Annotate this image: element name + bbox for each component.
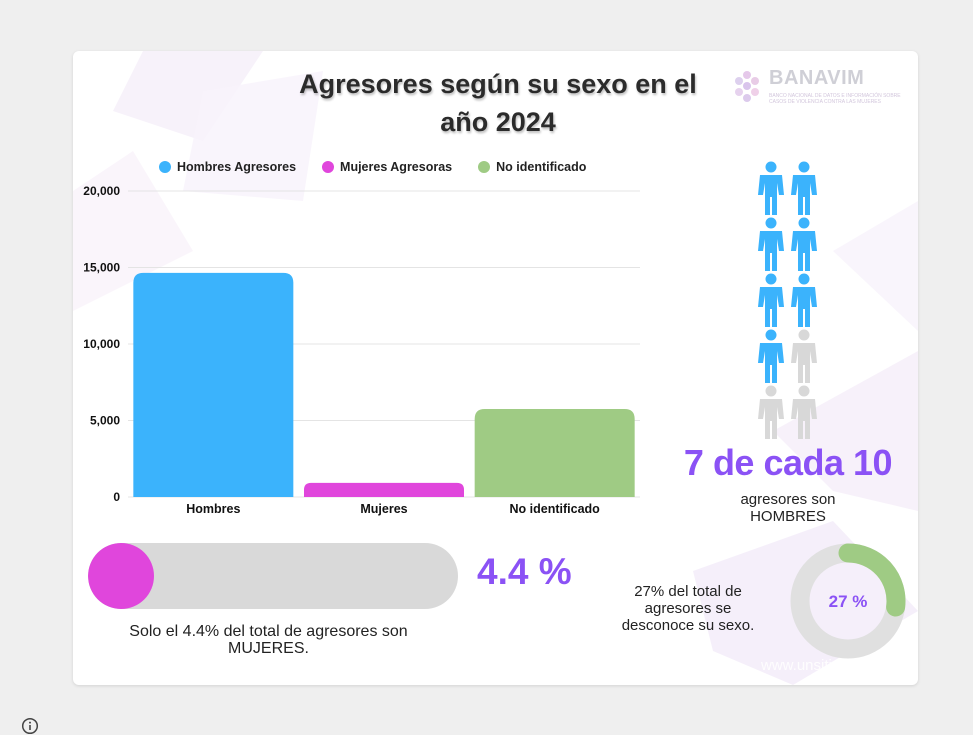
logo-subtitle: BANCO NACIONAL DE DATOS E INFORMACIÓN SO…	[769, 93, 901, 105]
person-icon-highlighted	[758, 161, 784, 215]
x-label-hombres: Hombres	[186, 502, 240, 516]
women-progress-bar	[88, 543, 458, 609]
y-tick-label: 20,000	[83, 184, 120, 198]
unknown-donut-chart: 27 %	[790, 543, 906, 659]
person-icon-highlighted	[791, 161, 817, 215]
bar-mujeres	[304, 482, 464, 497]
person-icon-highlighted	[758, 273, 784, 327]
y-tick-label: 15,000	[83, 261, 120, 275]
person-icon-highlighted	[758, 329, 784, 383]
info-icon[interactable]	[21, 717, 39, 735]
person-icon-inactive	[791, 385, 817, 439]
person-icon-highlighted	[791, 273, 817, 327]
x-label-mujeres: Mujeres	[360, 502, 407, 516]
infographic-card: Agresores según su sexo en el año 2024 B…	[73, 51, 918, 685]
bar-no-identificado	[474, 409, 635, 497]
women-caption: Solo el 4.4% del total de agresores son …	[129, 623, 408, 657]
pictogram	[758, 161, 817, 439]
y-tick-label: 10,000	[83, 337, 120, 351]
logo-name: BANAVIM	[769, 67, 865, 89]
men-ratio-stat: 7 de cada 10	[683, 442, 893, 483]
person-icon-highlighted	[791, 217, 817, 271]
legend-label-no-identificado: No identificado	[496, 160, 587, 174]
bar-chart: 0 5,000 10,000 15,000 20,000 Hombres Mujeres No…	[83, 184, 640, 516]
legend-swatch-hombres	[159, 161, 171, 173]
person-icon-highlighted	[758, 217, 784, 271]
donut-label: 27 %	[829, 592, 868, 611]
legend-label-hombres: Hombres Agresores	[177, 160, 297, 174]
women-progress-fill	[88, 543, 154, 609]
person-icon-inactive	[758, 385, 784, 439]
legend-item-no-identificado: No identificado	[478, 160, 586, 174]
men-ratio-caption: agresores son HOMBRES	[740, 491, 836, 525]
watermark: www.unsitiogenial.es	[761, 657, 901, 674]
women-percent-stat: 4.4 %	[477, 551, 572, 592]
legend-item-hombres: Hombres Agresores	[159, 160, 296, 174]
page-title: Agresores según su sexo en el año 2024	[299, 69, 697, 137]
y-tick-label: 0	[113, 490, 120, 504]
logo-dots-icon	[735, 71, 759, 102]
legend-item-mujeres: Mujeres Agresoras	[322, 160, 452, 174]
donut-arc	[838, 543, 906, 617]
unknown-caption: 27% del total de agresores se desconoce …	[621, 583, 755, 634]
banavim-logo: BANAVIM BANCO NACIONAL DE DATOS E INFORM…	[731, 67, 911, 107]
x-label-no-identificado: No identificado	[510, 502, 601, 516]
legend-swatch-no-identificado	[478, 161, 491, 173]
bar-hombres	[133, 272, 294, 497]
legend-swatch-mujeres	[322, 161, 335, 173]
person-icon-inactive	[791, 329, 817, 383]
chart-legend: Hombres Agresores Mujeres Agresoras No i…	[159, 160, 586, 174]
legend-label-mujeres: Mujeres Agresoras	[340, 160, 453, 174]
y-tick-label: 5,000	[90, 414, 120, 428]
